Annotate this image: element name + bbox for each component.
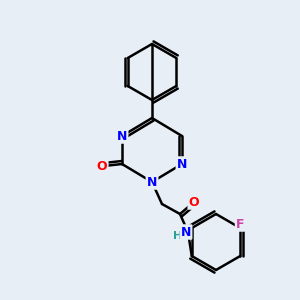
Text: N: N	[147, 176, 157, 188]
Text: N: N	[177, 158, 187, 170]
Text: O: O	[97, 160, 107, 172]
Text: O: O	[189, 196, 199, 208]
Text: N: N	[117, 130, 127, 142]
Text: H: H	[173, 231, 183, 241]
Text: F: F	[236, 218, 244, 230]
Text: N: N	[181, 226, 191, 238]
